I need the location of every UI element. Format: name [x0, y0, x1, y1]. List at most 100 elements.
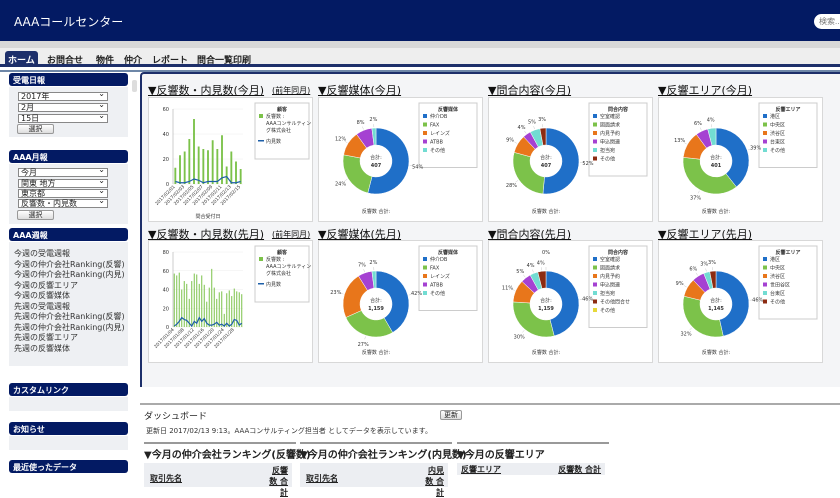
label-leader	[514, 142, 517, 144]
chart-title[interactable]: ▼反響数・内見数(今月)	[148, 82, 264, 98]
slice-percent-label: 23%	[330, 290, 341, 296]
bar	[193, 119, 195, 184]
chart-canvas: 反響エリア港区中央区渋谷区台東区その他39%37%13%6%4%合計:401反響…	[659, 98, 824, 223]
day-select[interactable]: 15日	[18, 114, 108, 123]
y-tick-label: 40	[163, 132, 169, 138]
donut-slice	[343, 155, 372, 193]
legend-label: その他	[770, 299, 785, 306]
bar	[179, 273, 180, 327]
total-value: 1,159	[538, 306, 554, 312]
slice-percent-label: 4%	[707, 117, 715, 123]
dashboard-title: ダッシュボード	[144, 409, 207, 422]
period-select[interactable]: 今月	[18, 168, 108, 177]
slice-percent-label: 52%	[582, 161, 593, 167]
ranking-table-header: 取引先名 内見数 合計	[300, 463, 448, 487]
slice-percent-label: 2%	[369, 260, 377, 266]
tab-broker[interactable]: 仲介	[121, 51, 145, 67]
search-input[interactable]	[814, 14, 840, 29]
weekly-link[interactable]: 今週の受電週報	[14, 248, 70, 259]
month-select[interactable]: 2月	[18, 103, 108, 112]
tab-property[interactable]: 物件	[93, 51, 117, 67]
label-leader	[516, 180, 518, 182]
chart-canvas: 反響媒体仲介DBFAXレインズATBBその他54%24%12%8%2%合計:40…	[319, 98, 484, 223]
chart-canvas: 反響エリア港区中央区渋谷区世田谷区台東区その他46%32%9%6%3%3%合計:…	[659, 241, 824, 364]
total-value: 1,159	[368, 306, 384, 312]
legend-title: 反響媒体	[438, 249, 459, 256]
ranking-table-title: ▼今月の仲介会社ランキング(反響数)	[144, 442, 296, 461]
column-header[interactable]: 反響数 合計	[558, 464, 601, 475]
weekly-link[interactable]: 先週の反響媒体	[14, 343, 70, 354]
ranking-table-title: ▼今月の仲介会社ランキング(内見数)	[300, 442, 452, 461]
bar	[174, 274, 175, 327]
slice-percent-label: 8%	[357, 120, 365, 126]
legend-swatch	[593, 300, 597, 304]
legend-swatch	[423, 257, 427, 261]
legend-swatch	[258, 140, 264, 142]
chart-footer: 反響数 合計:	[702, 349, 731, 356]
total-label: 合計:	[710, 154, 722, 161]
refresh-button[interactable]: 更新	[440, 410, 462, 420]
legend-swatch	[763, 140, 767, 144]
tab-home[interactable]: ホーム	[5, 51, 38, 67]
app-header: AAAコールセンター	[0, 0, 840, 41]
weekly-link[interactable]: 先週の反響エリア	[14, 332, 78, 343]
total-label: 合計:	[370, 297, 382, 304]
daily-select-button[interactable]: 選択	[17, 124, 54, 134]
legend-label: 担当宛	[600, 290, 615, 297]
label-leader	[532, 270, 533, 273]
chart-title[interactable]: ▼問合内容(今月)	[488, 82, 571, 98]
chart-title[interactable]: ▼反響エリア(今月)	[658, 82, 752, 98]
prefecture-select[interactable]: 東京都	[18, 189, 108, 198]
metric-select[interactable]: 反響数・内見数	[18, 199, 108, 208]
label-leader	[534, 126, 535, 129]
previous-year-link[interactable]: (前年同月)	[272, 229, 310, 240]
bar	[198, 147, 200, 185]
legend-label: その他	[430, 290, 445, 297]
label-leader	[684, 286, 687, 288]
legend-label: 世田谷区	[770, 282, 790, 289]
slice-percent-label: 4%	[518, 125, 526, 131]
chart-footer: 反響数 合計:	[362, 208, 391, 215]
previous-year-link[interactable]: (前年同月)	[272, 85, 310, 96]
tab-report[interactable]: レポート	[149, 51, 191, 67]
weekly-link[interactable]: 先週の仲介会社Ranking(反響)	[14, 311, 125, 322]
column-header[interactable]: 取引先名	[150, 473, 182, 484]
legend-swatch	[423, 283, 427, 287]
legend-label: その他	[430, 147, 445, 154]
year-select[interactable]: 2017年	[18, 92, 108, 101]
y-tick-label: 40	[163, 288, 169, 294]
tab-inquiry-print[interactable]: 問合一覧印刷	[194, 51, 254, 67]
legend-swatch	[593, 140, 597, 144]
column-header[interactable]: 取引先名	[306, 473, 338, 484]
monthly-select-button[interactable]: 選択	[17, 210, 54, 220]
chart-title[interactable]: ▼反響媒体(今月)	[318, 82, 401, 98]
legend-swatch	[593, 157, 597, 161]
x-axis-label: 問合受付日	[195, 213, 220, 220]
legend-label: 仲介DB	[430, 256, 448, 263]
weekly-link[interactable]: 今週の反響媒体	[14, 290, 70, 301]
sidebar-collapse-handle[interactable]	[132, 80, 137, 92]
legend-label: その他	[600, 307, 615, 314]
legend-swatch	[593, 131, 597, 135]
column-header[interactable]: 反響エリア	[461, 464, 501, 475]
legend-title: 問合内容	[608, 249, 628, 256]
legend-label: 台東区	[770, 139, 785, 146]
legend-label: 渋谷区	[770, 273, 785, 280]
label-leader	[362, 127, 363, 130]
tab-inquiry[interactable]: お問合せ	[44, 51, 86, 67]
legend-swatch	[593, 114, 597, 118]
y-tick-label: 60	[163, 269, 169, 275]
region-select[interactable]: 関東 地方	[18, 179, 108, 188]
slice-percent-label: 46%	[752, 297, 763, 303]
weekly-link[interactable]: 今週の仲介会社Ranking(内見)	[14, 269, 125, 280]
slice-percent-label: 37%	[690, 196, 701, 202]
y-tick-label: 20	[163, 157, 169, 163]
legend-label: FAX	[430, 123, 440, 129]
